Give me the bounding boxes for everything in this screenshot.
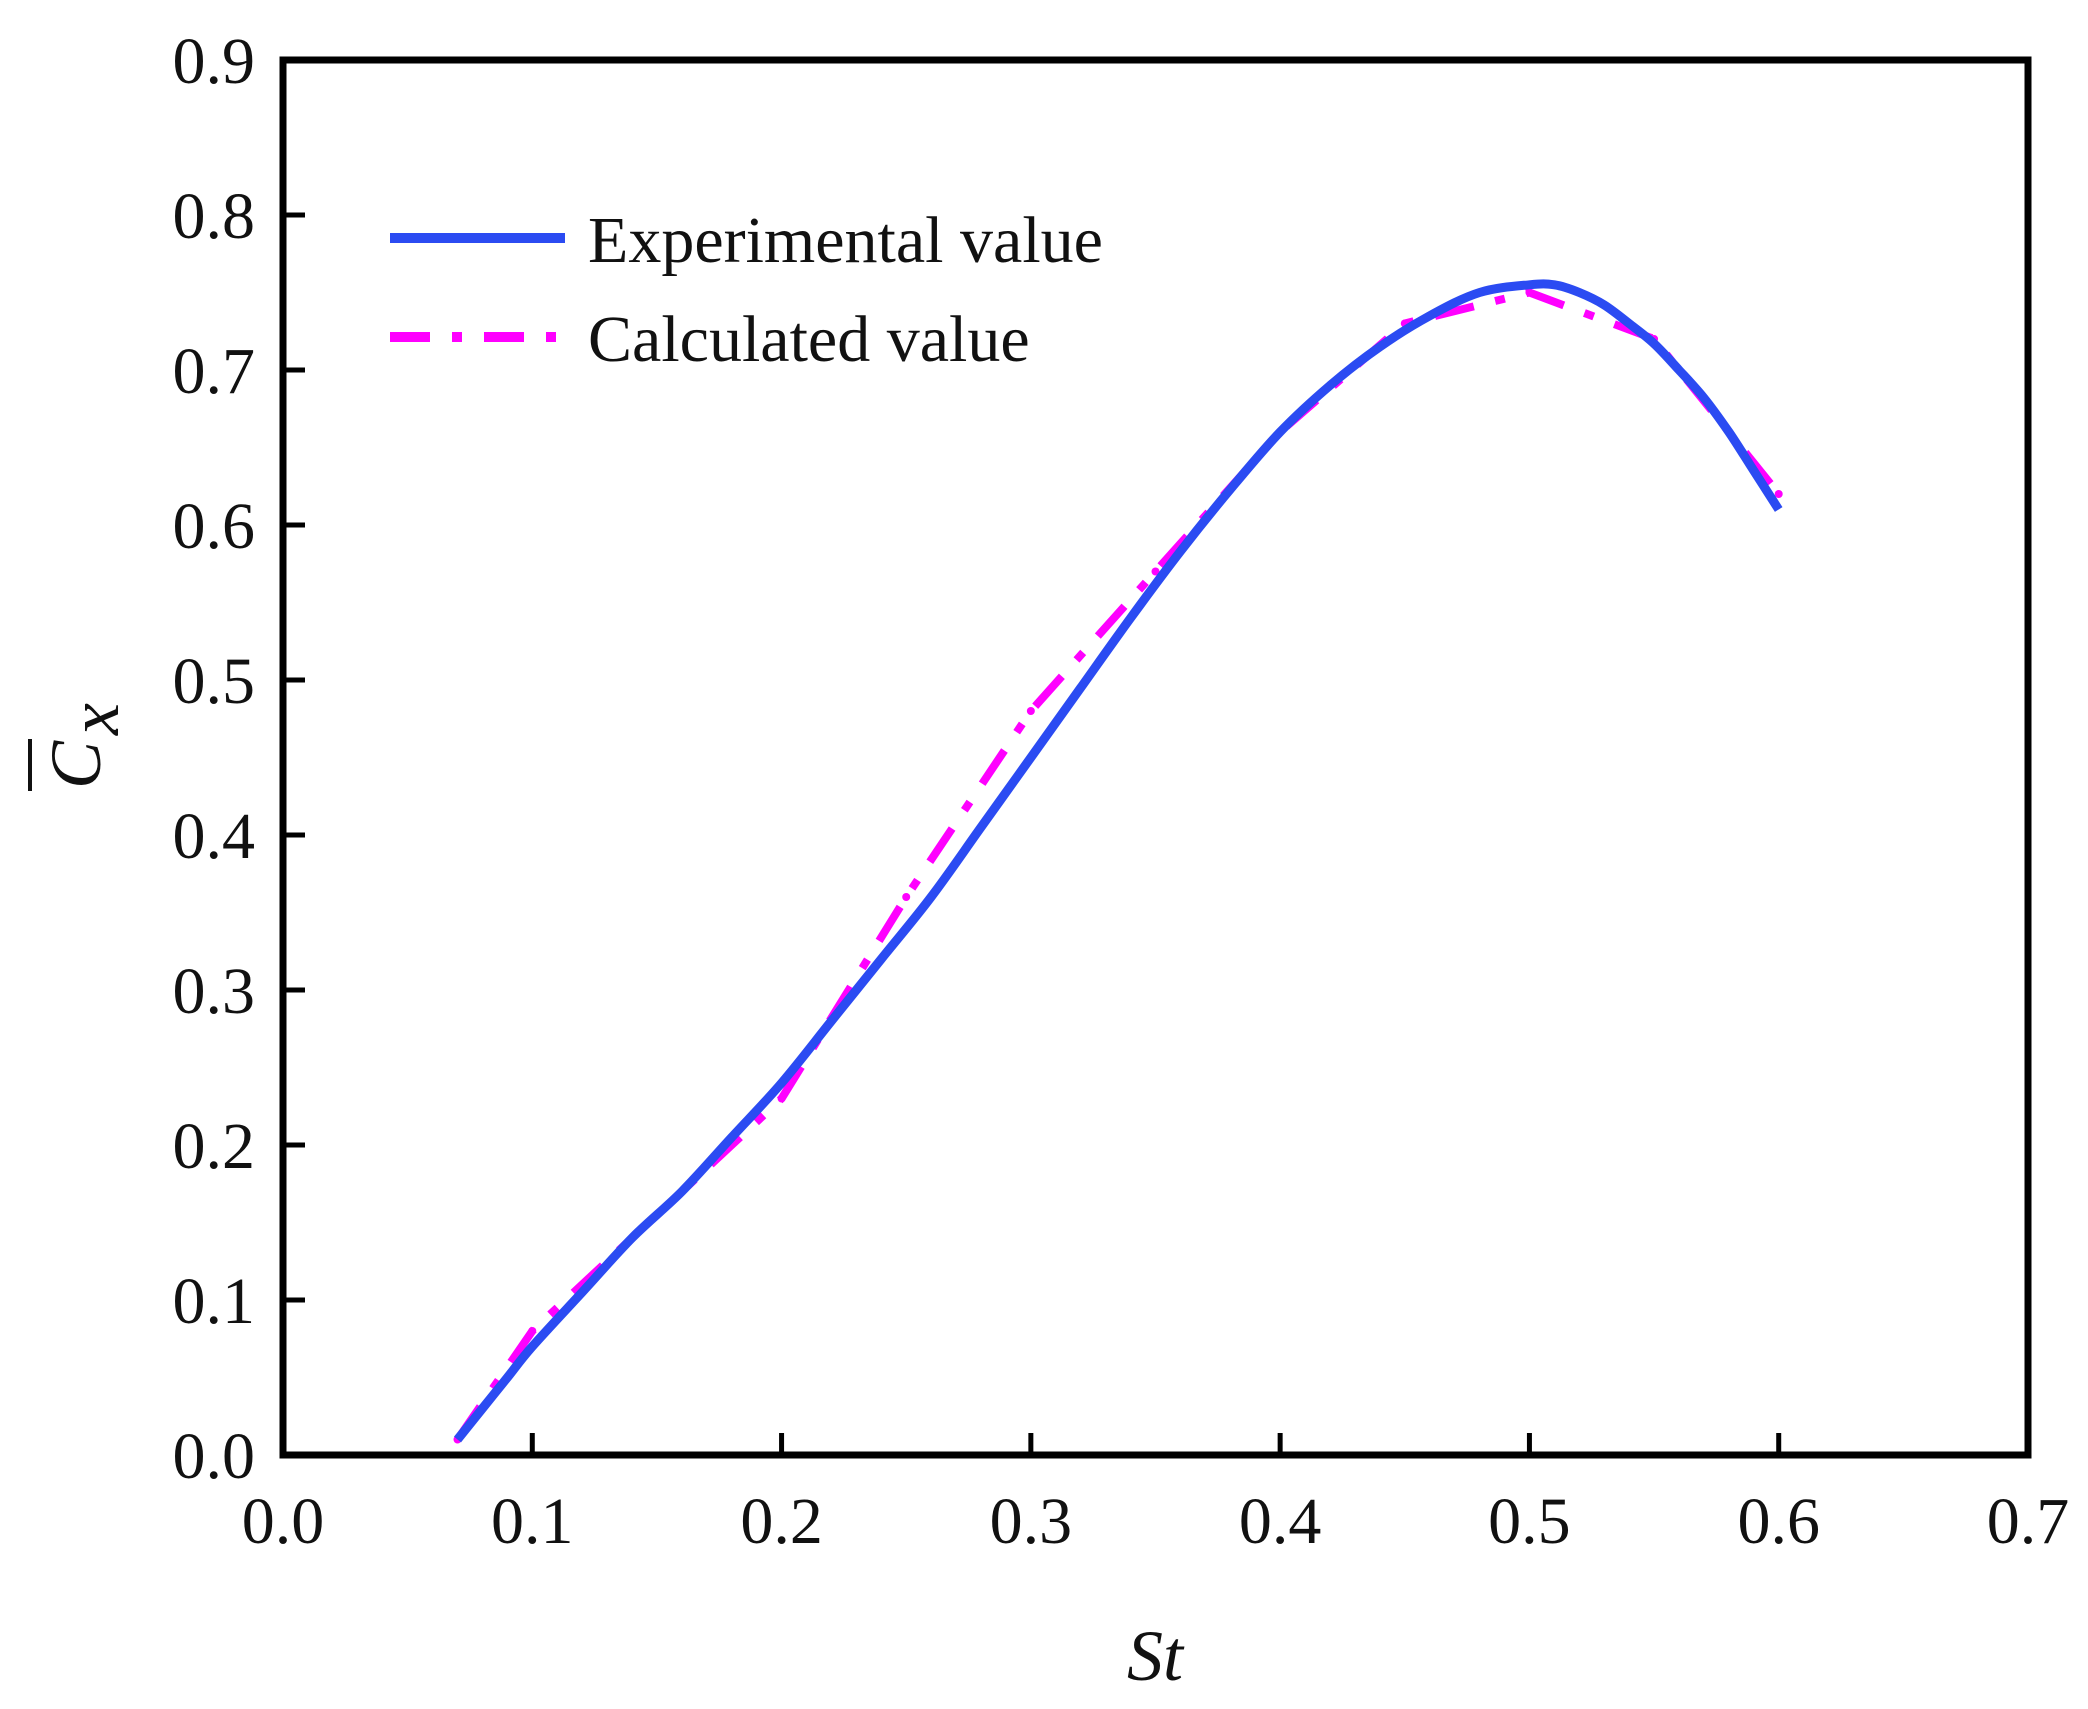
y-tick-label-3: 0.3 (173, 955, 256, 1028)
plot-frame (279, 56, 2032, 1459)
calculated-point-3 (777, 1094, 786, 1103)
calculated-point-4 (902, 893, 911, 901)
x-axis-title: St (1127, 1616, 1185, 1696)
y-tick-label-6: 0.6 (173, 490, 256, 563)
x-tick-label-1: 0.1 (491, 1485, 574, 1558)
calculated-point-11 (1774, 490, 1783, 498)
x-tick-label-6: 0.6 (1737, 1485, 1820, 1558)
x-tick-label-7: 0.7 (1987, 1485, 2070, 1558)
x-tick-label-4: 0.4 (1239, 1485, 1322, 1558)
y-axis-title-subscript: x (54, 703, 134, 736)
calculated-point-1 (528, 1327, 537, 1335)
y-tick-label-5: 0.5 (173, 645, 256, 718)
legend-label-experimental: Experimental value (588, 204, 1103, 277)
y-tick-label-9: 0.9 (173, 25, 256, 98)
x-tick-label-3: 0.3 (990, 1485, 1073, 1558)
y-tick-label-0: 0.0 (173, 1420, 256, 1493)
legend-label-calculated: Calculated value (588, 303, 1030, 376)
calculated-point-9 (1525, 288, 1534, 297)
series-layer (453, 279, 1783, 1444)
y-tick-label-4: 0.4 (173, 800, 256, 873)
y-axis-title: C x (28, 703, 134, 791)
x-tick-label-5: 0.5 (1488, 1485, 1571, 1558)
y-tick-label-1: 0.1 (173, 1265, 256, 1338)
calculated-series-line (454, 288, 1782, 1442)
calculated-point-5 (1026, 707, 1035, 715)
y-tick-label-7: 0.7 (173, 335, 256, 408)
y-tick-label-2: 0.2 (173, 1110, 256, 1183)
x-tick-label-0: 0.0 (242, 1485, 325, 1558)
x-tick-label-2: 0.2 (740, 1485, 823, 1558)
legend: Experimental value Calculated value (390, 204, 1103, 376)
y-tick-label-8: 0.8 (173, 180, 256, 253)
y-axis-title-main: C (36, 740, 116, 789)
experimental-series-line (453, 279, 1783, 1443)
calculated-point-6 (1151, 567, 1160, 576)
ticks-layer: 0.0 0.1 0.2 0.3 0.4 0.5 0.6 0.7 0.0 0.1 0.2 0.3 0.4 0… (173, 25, 2070, 1558)
